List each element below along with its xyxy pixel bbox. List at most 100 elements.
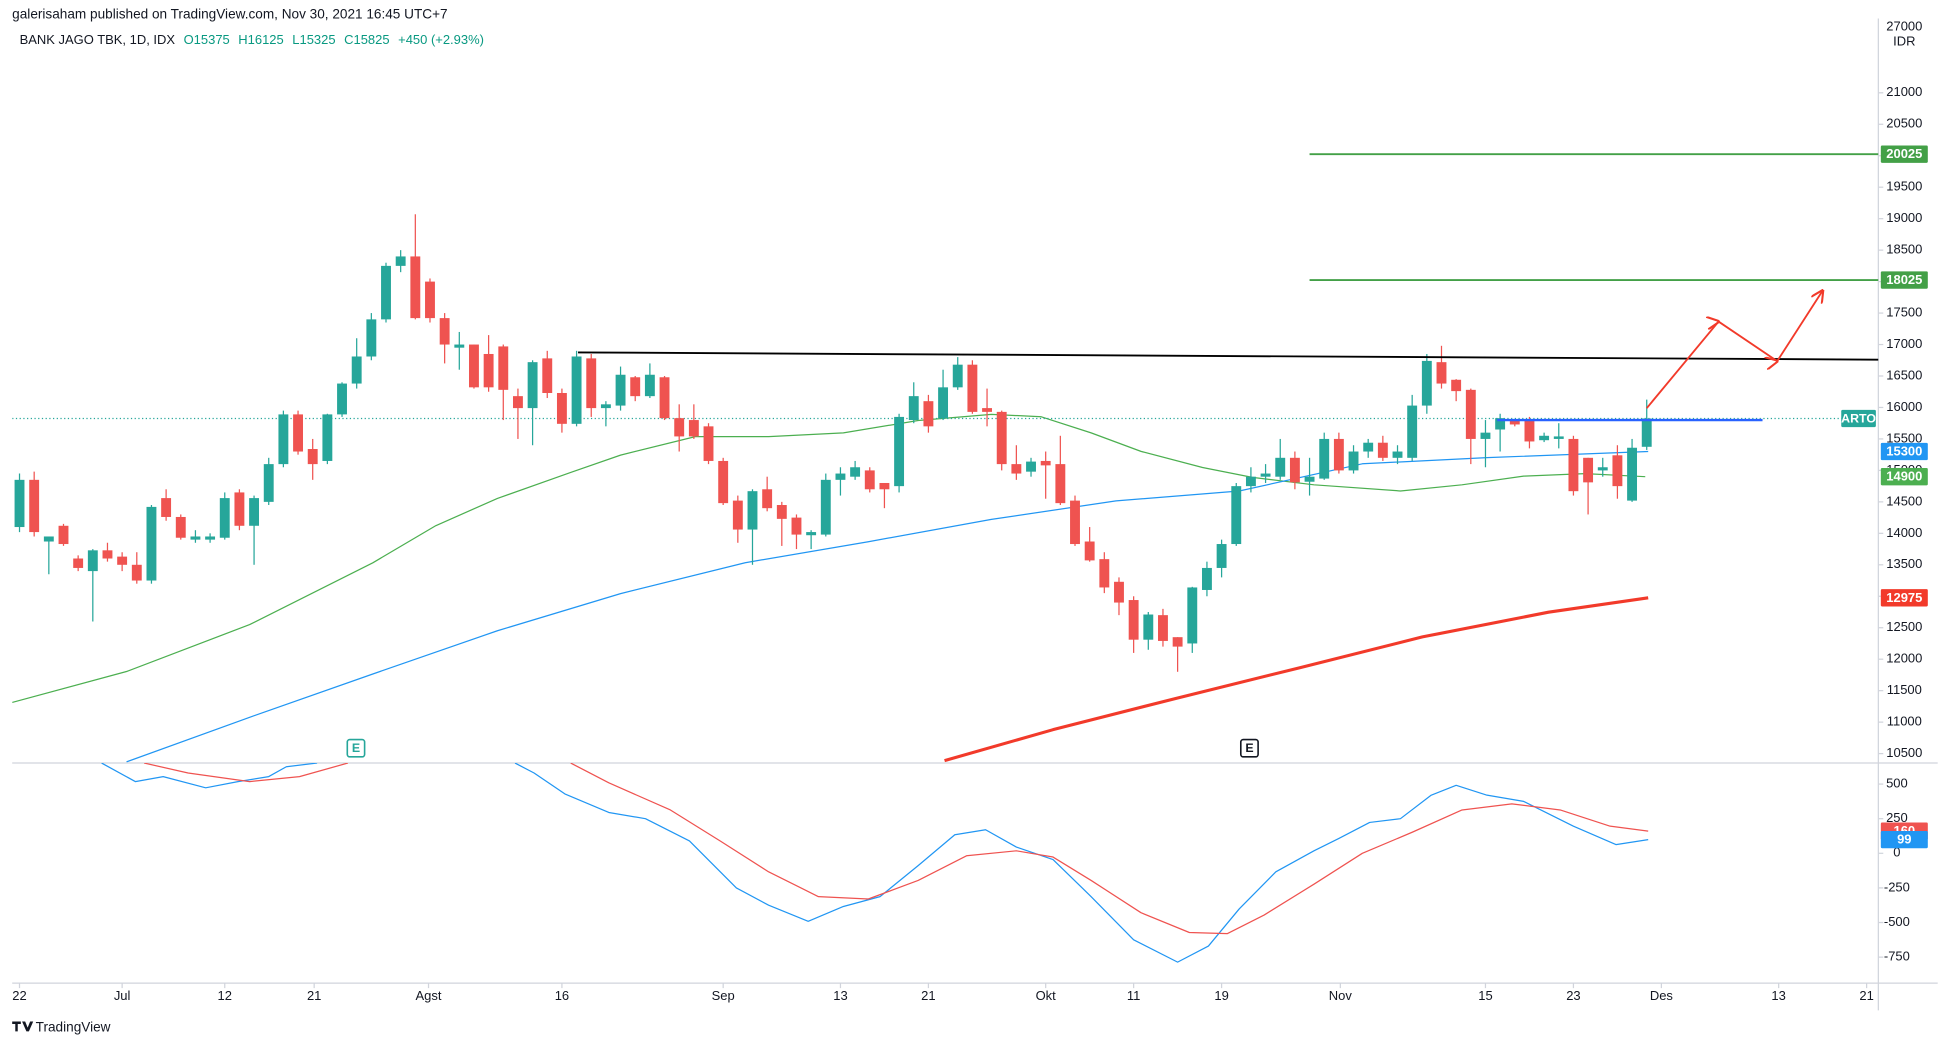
axis-label-box xyxy=(1880,830,1928,849)
candle-body xyxy=(1099,559,1110,588)
candle-body xyxy=(850,467,861,477)
candle-body xyxy=(1612,455,1623,487)
x-tick-label: 11 xyxy=(1127,988,1140,1003)
candle-body xyxy=(175,516,186,538)
candle-body xyxy=(938,387,949,419)
candle-body xyxy=(674,418,685,437)
candle-body xyxy=(762,489,773,509)
y-tick-label: -750 xyxy=(1884,949,1910,964)
candle-body xyxy=(1172,637,1183,647)
candle-body xyxy=(1070,500,1080,545)
candle-body xyxy=(1568,438,1579,492)
axis-label-box xyxy=(1880,468,1928,486)
last-label: ARTO xyxy=(1841,411,1876,425)
legend: BANK JAGO TBK, 1D, IDX O15375 H16125 L15… xyxy=(20,32,484,47)
candle-body xyxy=(1451,379,1462,392)
candle-body xyxy=(307,449,318,465)
footer-logo: TradingView xyxy=(12,1019,111,1034)
candle-body xyxy=(1597,467,1608,471)
candle-body xyxy=(864,470,875,490)
event-marker xyxy=(1239,738,1259,758)
y-tick-label: 10500 xyxy=(1886,745,1922,760)
candle-body xyxy=(1627,447,1638,501)
candle-body xyxy=(58,525,69,545)
candle-body xyxy=(322,414,333,461)
candle-body xyxy=(131,564,142,581)
candle-body xyxy=(1480,432,1491,439)
y-tick-label: 12000 xyxy=(1886,651,1922,666)
x-tick-label: Nov xyxy=(1329,988,1353,1003)
ohlc-low: L15325 xyxy=(292,32,335,47)
candle-body xyxy=(512,396,523,409)
candle-body xyxy=(498,346,509,390)
scale-top: 27000 xyxy=(1886,19,1922,34)
x-tick-label: 13 xyxy=(1771,988,1785,1003)
candle-body xyxy=(1201,567,1212,590)
axis-label: 99 xyxy=(1897,832,1911,847)
candle-body xyxy=(703,426,714,461)
candle-body xyxy=(586,358,597,409)
event-label: E xyxy=(1245,741,1253,755)
y-tick-label: 13500 xyxy=(1886,556,1922,571)
event-marker xyxy=(346,738,366,758)
x-tick-label: Sep xyxy=(712,988,735,1003)
x-tick-label: 22 xyxy=(12,988,26,1003)
candle-body xyxy=(644,374,655,397)
line xyxy=(578,351,1879,361)
candle-body xyxy=(894,416,905,487)
candle-body xyxy=(117,556,128,565)
y-tick-label: 11000 xyxy=(1887,714,1922,729)
line xyxy=(101,763,1649,963)
candle-body xyxy=(1524,420,1535,442)
candle-body xyxy=(1641,418,1652,447)
line xyxy=(12,413,1646,704)
candle-body xyxy=(732,500,743,530)
candle-body xyxy=(1114,581,1124,603)
candle-body xyxy=(381,265,391,320)
candle-body xyxy=(571,356,582,424)
y-tick-label: 11500 xyxy=(1887,682,1922,697)
x-tick-label: 12 xyxy=(218,988,232,1003)
candle-body xyxy=(1319,438,1330,479)
x-tick-label: 16 xyxy=(555,988,569,1003)
candle-body xyxy=(1495,418,1506,430)
x-tick-label: 23 xyxy=(1566,988,1580,1003)
y-tick-label: 14000 xyxy=(1886,525,1922,540)
candle-body xyxy=(1377,442,1388,458)
candle-body xyxy=(952,364,963,388)
candle-body xyxy=(469,344,479,388)
candle-body xyxy=(1187,587,1198,644)
candle-body xyxy=(1421,360,1432,406)
candle-body xyxy=(425,281,435,319)
candle-body xyxy=(234,492,245,526)
y-tick-label: 16500 xyxy=(1886,367,1922,382)
y-tick-label: 19000 xyxy=(1886,210,1922,225)
y-tick-label: 20500 xyxy=(1886,116,1922,131)
candle-body xyxy=(1128,600,1139,640)
candle-body xyxy=(439,318,450,345)
currency: IDR xyxy=(1893,33,1915,48)
candle-body xyxy=(1509,420,1520,425)
candle-body xyxy=(718,460,729,504)
candle-body xyxy=(1055,464,1066,504)
candle-body xyxy=(1539,435,1550,441)
axis-label: 12975 xyxy=(1886,590,1922,605)
x-tick-label: 13 xyxy=(833,988,847,1003)
axes: 1050011000115001200012500130001350014000… xyxy=(12,84,1928,1003)
candle-body xyxy=(1231,486,1242,545)
axis-label-box xyxy=(1880,442,1928,461)
publisher: galerisaham published on TradingView.com… xyxy=(12,6,447,21)
axis-label: 15300 xyxy=(1886,444,1922,459)
candle-body xyxy=(1436,362,1447,384)
x-tick-label: 19 xyxy=(1214,988,1228,1003)
candle-body xyxy=(923,401,934,427)
y-tick-label: 500 xyxy=(1886,776,1908,791)
candle-body xyxy=(146,506,157,581)
y-tick-label: 12500 xyxy=(1886,619,1922,634)
candle-body xyxy=(219,498,230,538)
candle-body xyxy=(996,411,1007,465)
candle-body xyxy=(29,479,40,533)
candle-body xyxy=(161,498,172,517)
